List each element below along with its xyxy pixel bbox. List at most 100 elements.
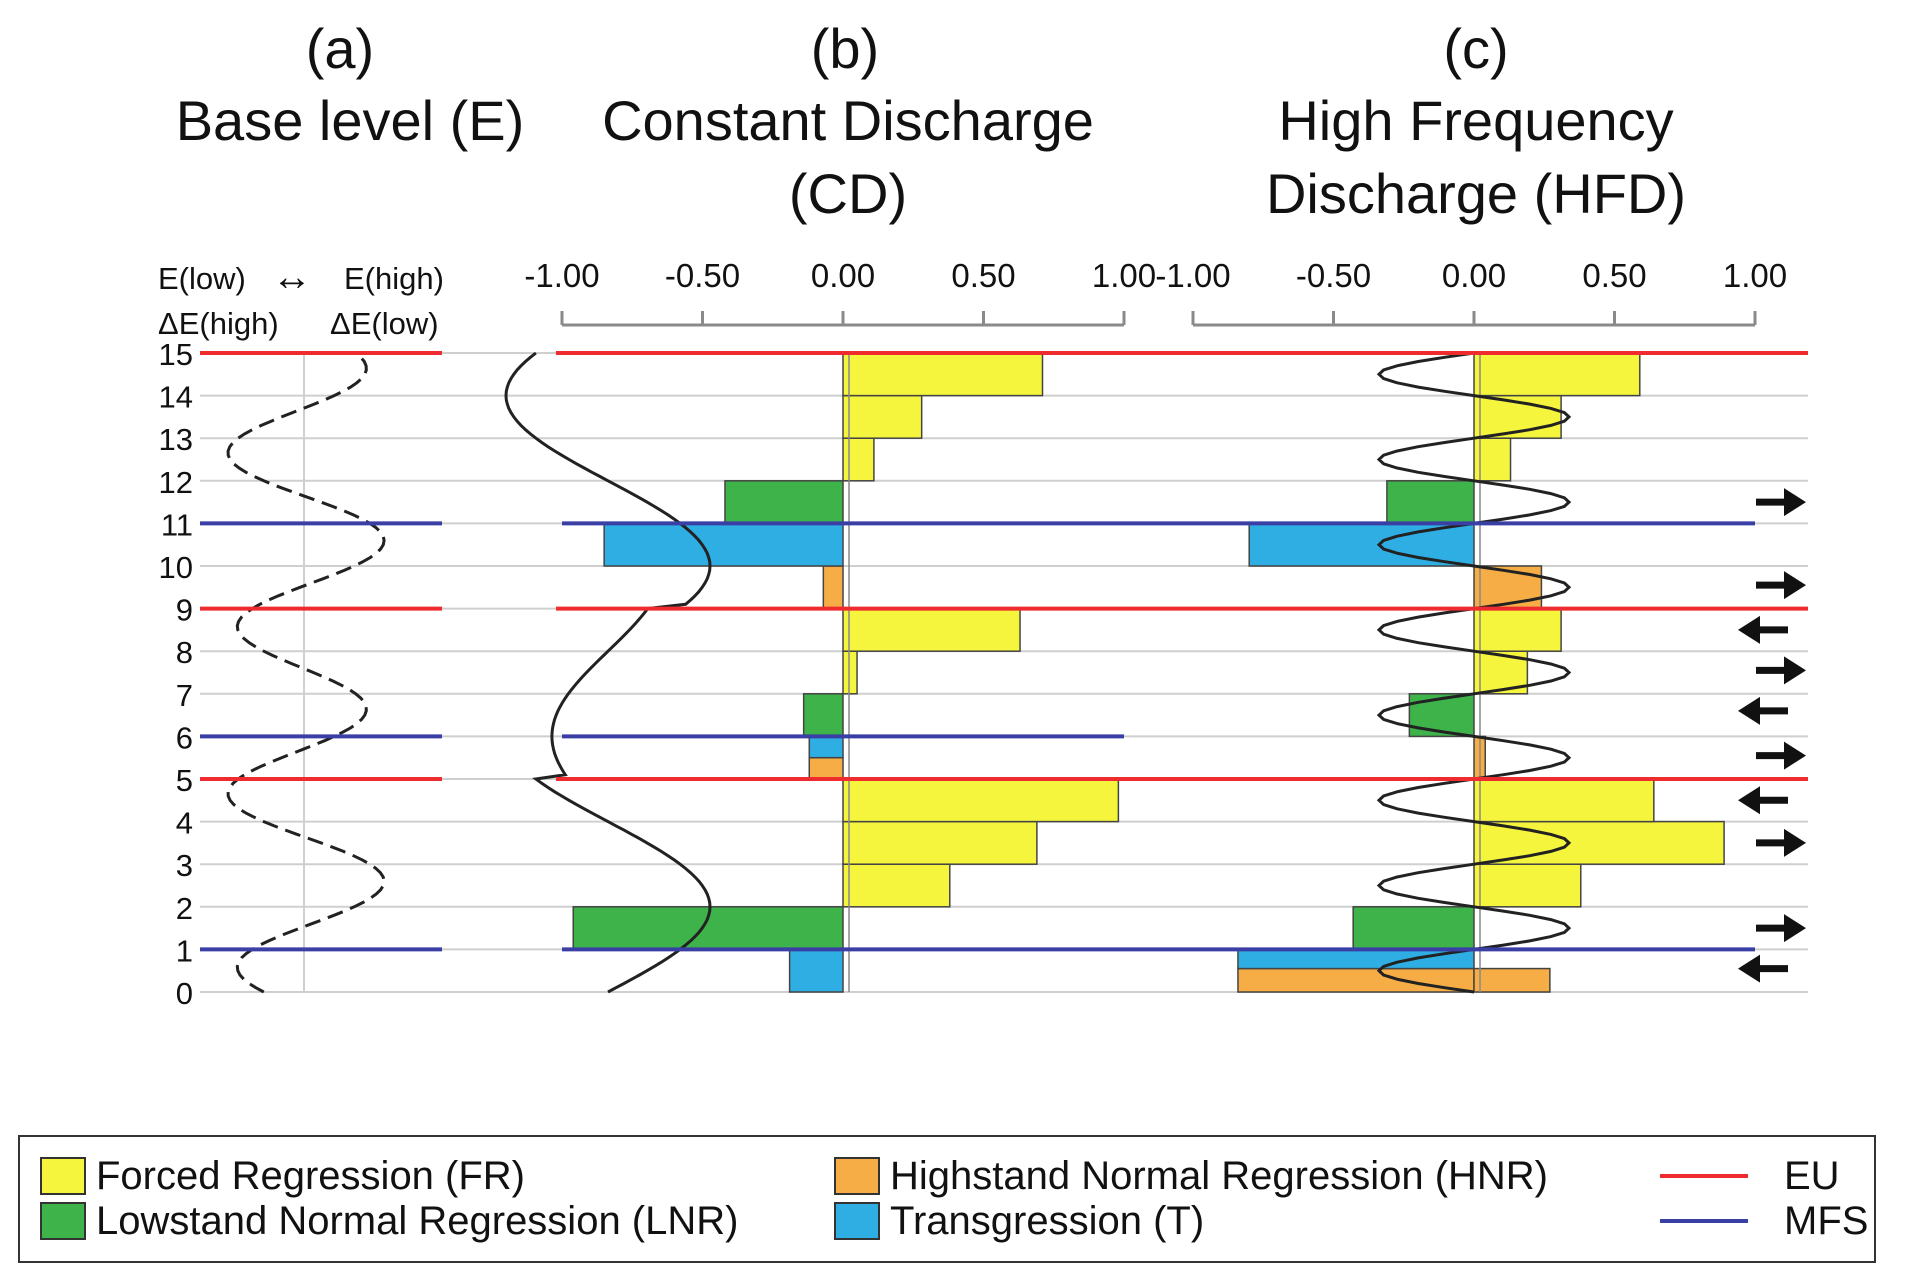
bar-hnr <box>1473 967 1551 993</box>
legend-line-mfs <box>1660 1219 1748 1223</box>
arrow-left-icon <box>1738 696 1788 725</box>
legend-label-eu: EU <box>1784 1153 1840 1198</box>
surface-lines <box>200 351 1808 952</box>
legend-swatch-lnr <box>40 1202 86 1240</box>
panel-c-x-axis: -1.00 -0.50 0.00 0.50 1.00 <box>1155 257 1787 327</box>
panel-a-letter: (a) <box>306 17 374 80</box>
bar-lnr <box>1386 480 1475 525</box>
panel-b-title-line2: (CD) <box>789 162 907 225</box>
panel-c-bars <box>1237 352 1725 993</box>
arrow-right-icon <box>1756 656 1806 685</box>
y-tick-label: 11 <box>161 507 193 542</box>
bar-lnr <box>724 480 844 525</box>
arrow-right-icon <box>1756 741 1806 770</box>
arrow-head <box>1784 571 1806 600</box>
panel-c-title-line2: Discharge (HFD) <box>1266 162 1686 225</box>
bar-fr <box>842 863 951 908</box>
arrow-left-icon <box>1738 615 1788 644</box>
panel-b-x-axis: -1.00 -0.50 0.00 0.50 1.00 <box>524 257 1156 327</box>
bar-fr <box>1473 607 1562 652</box>
y-tick-label: 7 <box>176 678 193 713</box>
hfd-curve <box>1376 351 1572 994</box>
y-tick-label: 4 <box>176 806 193 841</box>
arrow-left-icon <box>1738 786 1788 815</box>
arrow-head <box>1784 828 1806 857</box>
panel-b-x-tick-label: 0.00 <box>811 257 875 294</box>
bar-hnr <box>808 756 844 780</box>
legend-label-t: Transgression (T) <box>890 1198 1205 1243</box>
y-tick-label: 12 <box>159 465 193 500</box>
panel-c-letter: (c) <box>1443 17 1508 80</box>
arrow-left-icon <box>1738 954 1788 983</box>
panel-c-arrows <box>1738 488 1806 983</box>
y-tick-label: 3 <box>176 848 193 883</box>
legend-label-hnr: Highstand Normal Regression (HNR) <box>890 1153 1548 1198</box>
panel-b-x-tick-label: -1.00 <box>524 257 599 294</box>
bar-fr <box>842 437 875 482</box>
base-level-solid-curve <box>504 351 712 994</box>
bar-t <box>808 735 844 759</box>
bar-fr <box>842 394 923 439</box>
arrow-head <box>1784 914 1806 943</box>
y-tick-label: 2 <box>176 891 193 926</box>
panel-b-x-tick-label: 1.00 <box>1092 257 1156 294</box>
legend-label-fr: Forced Regression (FR) <box>96 1153 526 1198</box>
arrow-head <box>1738 615 1760 644</box>
arrow-head <box>1784 488 1806 517</box>
bar-fr <box>842 352 1044 397</box>
y-tick-label: 15 <box>159 337 193 372</box>
y-tick-label: 0 <box>176 976 193 1011</box>
arrow-head <box>1784 656 1806 685</box>
arrow-right-icon <box>1756 914 1806 943</box>
e-arrow-icon: ↔ <box>272 255 312 299</box>
bar-fr <box>1473 863 1582 908</box>
legend-swatch-t <box>834 1202 880 1240</box>
arrow-right-icon <box>1756 571 1806 600</box>
panel-b-title-line1: Constant Discharge <box>602 89 1094 152</box>
de-high-label: ΔE(high) <box>158 306 279 341</box>
bar-fr <box>1473 352 1641 397</box>
de-low-label: ΔE(low) <box>330 306 439 341</box>
legend-line-eu <box>1660 1174 1748 1178</box>
panel-b-x-tick-label: 0.50 <box>951 257 1015 294</box>
legend: Forced Regression (FR) Lowstand Normal R… <box>18 1135 1876 1263</box>
bar-lnr <box>1352 906 1475 951</box>
arrow-head <box>1738 786 1760 815</box>
bar-t <box>1237 948 1475 970</box>
bar-t <box>788 948 844 993</box>
e-low-label: E(low) <box>158 261 246 296</box>
y-tick-label: 10 <box>159 550 193 585</box>
panel-c-title-line1: High Frequency <box>1278 89 1673 152</box>
arrow-head <box>1738 954 1760 983</box>
legend-item-fr: Forced Regression (FR) <box>40 1154 525 1198</box>
panel-b-letter: (b) <box>811 17 879 80</box>
arrow-head <box>1738 696 1760 725</box>
bar-fr <box>842 607 1021 652</box>
legend-swatch-fr <box>40 1157 86 1195</box>
bar-fr <box>842 778 1120 823</box>
panel-b-bars <box>572 352 1120 993</box>
panel-c-x-tick-label: -0.50 <box>1296 257 1371 294</box>
legend-label-mfs: MFS <box>1784 1198 1869 1243</box>
legend-item-t: Transgression (T) <box>834 1199 1204 1243</box>
legend-label-lnr: Lowstand Normal Regression (LNR) <box>96 1198 739 1243</box>
arrow-right-icon <box>1756 488 1806 517</box>
legend-swatch-hnr <box>834 1157 880 1195</box>
legend-item-hnr: Highstand Normal Regression (HNR) <box>834 1154 1548 1198</box>
bar-t <box>603 522 844 567</box>
bar-lnr <box>1408 693 1475 738</box>
bar-hnr <box>822 565 844 610</box>
e-high-label: E(high) <box>344 261 444 296</box>
bar-fr <box>842 820 1038 865</box>
y-tick-label: 1 <box>176 933 193 968</box>
arrow-head <box>1784 741 1806 770</box>
panel-c-x-tick-label: 1.00 <box>1723 257 1787 294</box>
panel-c-x-tick-label: 0.50 <box>1582 257 1646 294</box>
base-level-dashed-curve <box>226 351 386 994</box>
legend-item-mfs: MFS <box>1660 1199 1868 1243</box>
y-tick-label: 14 <box>159 380 193 415</box>
bar-hnr <box>1237 967 1475 993</box>
legend-item-lnr: Lowstand Normal Regression (LNR) <box>40 1199 738 1243</box>
